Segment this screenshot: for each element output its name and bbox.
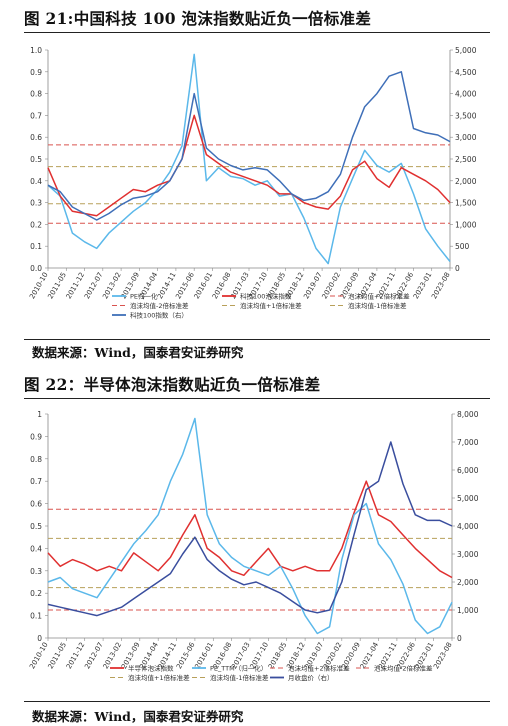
y-tick-label-left: 0.1 (30, 242, 42, 251)
y-tick-label-left: 1.0 (30, 46, 42, 55)
series-line (47, 417, 453, 635)
legend-label: PE归一化 (130, 292, 158, 301)
series-line (47, 71, 451, 221)
legend-label: 泡沫均值+1倍标准差 (240, 301, 302, 310)
y-tick-label-left: 0.0 (30, 264, 42, 273)
figure-21-bottom-rule (24, 339, 490, 340)
y-tick-label-right: 8,000 (457, 410, 479, 419)
y-tick-label-right: 2,000 (455, 177, 477, 186)
series-line (47, 114, 451, 217)
y-tick-label-left: 0.2 (30, 589, 42, 598)
y-tick-label-left: 0.2 (30, 220, 42, 229)
figure-21-source: 数据来源：Wind，国泰君安证券研究 (32, 345, 244, 360)
y-tick-label-right: 2,000 (457, 578, 479, 587)
legend-label: 泡沫均值-2倍标准差 (374, 664, 433, 673)
y-tick-label-right: 5,000 (457, 494, 479, 503)
chart-22: 0 0.1 0.2 0.3 0.4 0.5 0.6 0.7 0.8 0.9 1 0 1,000 2,000… (28, 410, 479, 682)
figure-21-top-rule (24, 32, 490, 33)
y-tick-label-left: 0.6 (30, 133, 42, 142)
y-tick-label-left: 0.4 (30, 544, 42, 553)
y-tick-label-left: 0.5 (30, 522, 42, 531)
y-tick-label-right: 0 (455, 264, 460, 273)
y-tick-label-left: 0 (37, 634, 42, 643)
y-tick-label-right: 2,500 (455, 155, 477, 164)
legend-label: 泡沫均值+2倍标准差 (288, 664, 350, 673)
y-tick-label-left: 0.7 (30, 111, 42, 120)
y-tick-label-left: 0.8 (30, 455, 42, 464)
y-tick-label-right: 4,000 (457, 522, 479, 531)
y-tick-label-right: 0 (457, 634, 462, 643)
legend-label: 泡沫均值-1倍标准差 (348, 301, 407, 310)
y-tick-label-right: 1,500 (455, 199, 477, 208)
legend-label: 泡沫均值-1倍标准差 (210, 673, 269, 682)
x-tick-label: 2023-08 (430, 271, 452, 300)
figure-22-title: 图 22：半导体泡沫指数贴近负一倍标准差 (24, 375, 321, 394)
figure-22-source: 数据来源：Wind，国泰君安证券研究 (32, 709, 244, 724)
y-tick-label-left: 1 (37, 410, 42, 419)
legend-label: 科技100泡沫指数 (240, 292, 292, 301)
y-tick-label-right: 4,500 (455, 68, 477, 77)
y-tick-label-right: 7,000 (457, 438, 479, 447)
y-tick-label-left: 0.6 (30, 500, 42, 509)
legend-label: 泡沫均值+2倍标准差 (348, 292, 410, 301)
y-tick-label-right: 3,500 (455, 111, 477, 120)
y-tick-label-right: 5,000 (455, 46, 477, 55)
y-tick-label-right: 500 (455, 242, 470, 251)
y-tick-label-left: 0.7 (30, 477, 42, 486)
y-tick-label-left: 0.4 (30, 177, 42, 186)
series-line (47, 53, 451, 265)
y-tick-label-left: 0.3 (30, 199, 42, 208)
y-tick-label-right: 3,000 (455, 133, 477, 142)
figure-22-bottom-rule (24, 701, 490, 702)
y-tick-label-left: 0.3 (30, 567, 42, 576)
x-tick-label: 2023-08 (432, 641, 454, 670)
y-tick-label-right: 4,000 (455, 90, 477, 99)
chart-21: 0.0 0.1 0.2 0.3 0.4 0.5 0.6 0.7 0.8 0.9 1.0 0 500 1,0… (28, 46, 477, 320)
figure-22-top-rule (24, 398, 490, 399)
y-tick-label-left: 0.9 (30, 432, 42, 441)
legend-label: 泡沫均值-2倍标准差 (130, 301, 189, 310)
legend-label: 科技100指数（右） (130, 311, 188, 320)
y-tick-label-right: 1,000 (457, 606, 479, 615)
y-tick-label-right: 3,000 (457, 550, 479, 559)
y-tick-label-left: 0.1 (30, 612, 42, 621)
y-tick-label-right: 1,000 (455, 220, 477, 229)
figure-21-title: 图 21:中国科技 100 泡沫指数贴近负一倍标准差 (24, 9, 372, 28)
legend-label: 半导体泡沫指数 (128, 664, 174, 673)
legend-label: PE_TTM（归一化） (210, 664, 267, 673)
y-tick-label-left: 0.9 (30, 68, 42, 77)
series-line (47, 480, 453, 579)
y-tick-label-left: 0.5 (30, 155, 42, 164)
series-line (47, 441, 453, 617)
y-tick-label-right: 6,000 (457, 466, 479, 475)
legend-label: 泡沫均值+1倍标准差 (128, 673, 190, 682)
legend-label: 月收盘价（右） (288, 673, 334, 682)
y-tick-label-left: 0.8 (30, 90, 42, 99)
